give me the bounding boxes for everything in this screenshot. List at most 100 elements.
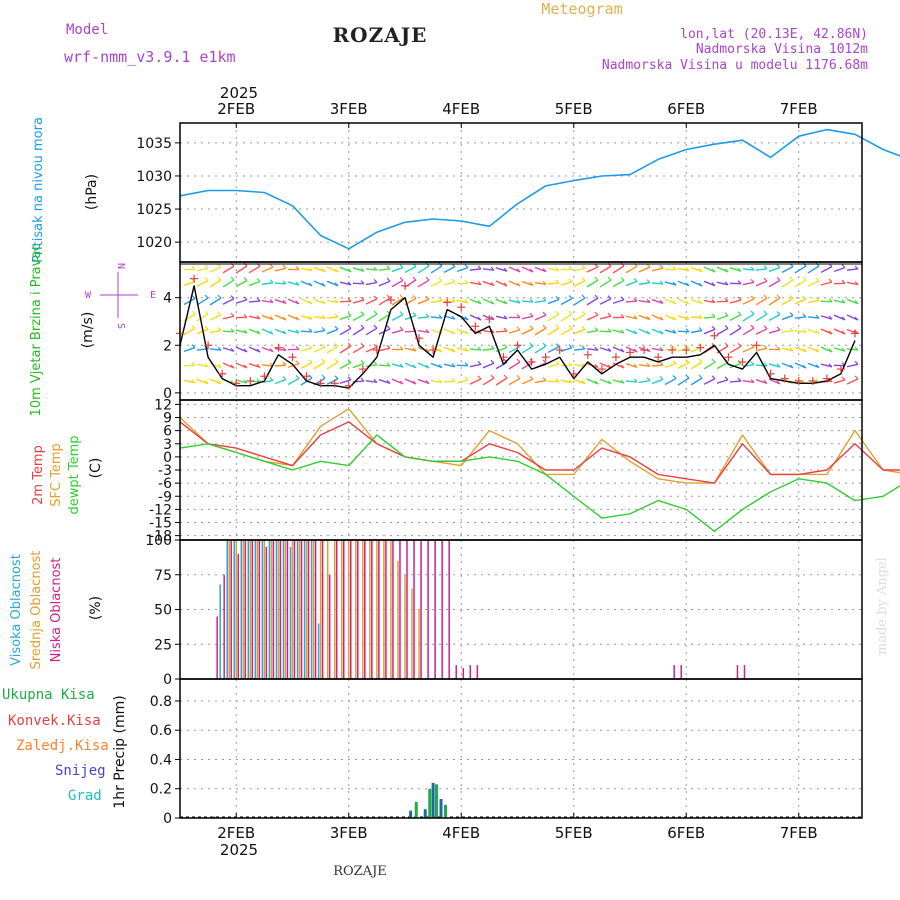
wind-barb [417,279,430,288]
wind-barb [664,363,677,368]
grid-layer [180,123,862,819]
wind-barb-tick [269,263,274,268]
y-tick-label: 0.2 [150,782,172,798]
wind-barb [560,347,573,352]
wind-barb-tick [828,315,833,320]
wind-barb [638,364,651,367]
wind-barb-tick [425,380,430,384]
wind-barb-tick [724,297,729,302]
temperature-unit: (C) [88,458,104,479]
wind-barb-tick [854,316,859,321]
wind-barb-tick [685,282,690,287]
low-cloud-label: Niska Oblacnost [49,558,64,663]
wind-barb-tick [698,327,703,331]
wind-barb-tick [490,266,495,271]
wind-barb-tick [464,347,469,352]
wind-barb [365,379,378,384]
wind-barb-tick [763,294,768,299]
precip-ylabel: 1hr Precip (mm) [112,695,128,808]
wind-barb-tick [542,359,547,364]
wind-barb-tick [308,282,313,287]
wind-barb [716,314,729,321]
wind-barb-tick [191,310,196,315]
wind-barb [755,347,768,352]
wind-barb-tick [451,298,456,303]
wind-barb [495,330,508,333]
wind-barb [326,266,339,273]
wind-barb [846,328,859,335]
wind-barb [248,363,261,368]
wind-barb [664,329,677,334]
wind-barb [508,280,521,287]
wind-barb [196,378,209,385]
compass-w: W [85,290,92,301]
wind-barb-tick [321,358,326,363]
legend-snijeg: Snijeg [55,763,106,779]
wind-barb-tick [828,298,833,303]
wind-barb [534,299,547,304]
wind-barb [755,313,768,322]
wind-barb-tick [542,377,547,381]
wind-barb [508,329,521,334]
wind-barb [222,347,235,352]
wind-barb [209,329,222,334]
wind-barb [365,363,378,368]
y-tick-label: -18 [149,529,172,545]
wind-barb [664,377,677,386]
wind-barb [261,364,274,367]
wind-barb-tick [581,325,586,330]
wind-barb [209,279,222,288]
wind-barb [586,314,599,321]
wind-barb [209,266,222,273]
wind-barb-tick [620,262,625,267]
wind-barb-tick [243,313,248,318]
wind-barb-tick [633,363,638,368]
legend-ukupna-kisa: Ukupna Kisa [2,687,95,703]
wind-barb [313,361,326,370]
wind-barb [781,347,794,352]
wind-barb-tick [360,311,365,316]
wind-barb-tick [386,294,391,299]
wind-barb-tick [282,264,287,269]
wind-barb [768,297,781,306]
wind-barb [625,363,638,368]
wind-barb-tick [477,375,482,380]
elevation-label: Nadmorska Visina 1012m [696,42,868,57]
wind-barb-tick [555,378,560,383]
wind-barb [339,345,352,354]
wind-barb [547,313,560,322]
wind-barb-tick [607,295,612,300]
wind-barb [690,329,703,334]
wind-barb [547,327,560,336]
wind-barb [495,267,508,272]
wind-barb [495,298,508,305]
wind-barb [781,314,794,321]
x-tick-label-top: 4FEB [442,100,480,118]
wind-barb [430,265,443,274]
wind-barb [183,327,196,336]
wind-barb-tick [672,375,677,379]
wind-barb-tick [204,264,209,269]
wind-barb [209,314,222,321]
wind-barb-tick [750,343,755,348]
y-tick-label: 0.4 [150,752,172,768]
wind-barb [300,267,313,272]
wind-barb-tick [841,376,846,381]
wind-barb [430,280,443,287]
wind-barb-tick [568,379,573,384]
wind-barb-tick [321,268,326,273]
panel-frame-2 [179,261,863,401]
temp2m-line [179,421,900,484]
wind-barb [729,327,742,336]
wind-barb [313,346,326,353]
wind-barb-tick [217,380,222,385]
wind-barb [469,268,482,271]
wind-barb [209,378,222,385]
wind-barb-tick [438,364,443,369]
wind-barb-tick [646,348,651,352]
wind-barb-tick [269,377,274,382]
wind-barb [313,316,326,319]
wind-barb-tick [555,343,560,348]
legend-zaledj-kisa: Zaledj.Kisa [16,738,109,754]
wind-barb-tick [594,327,599,331]
